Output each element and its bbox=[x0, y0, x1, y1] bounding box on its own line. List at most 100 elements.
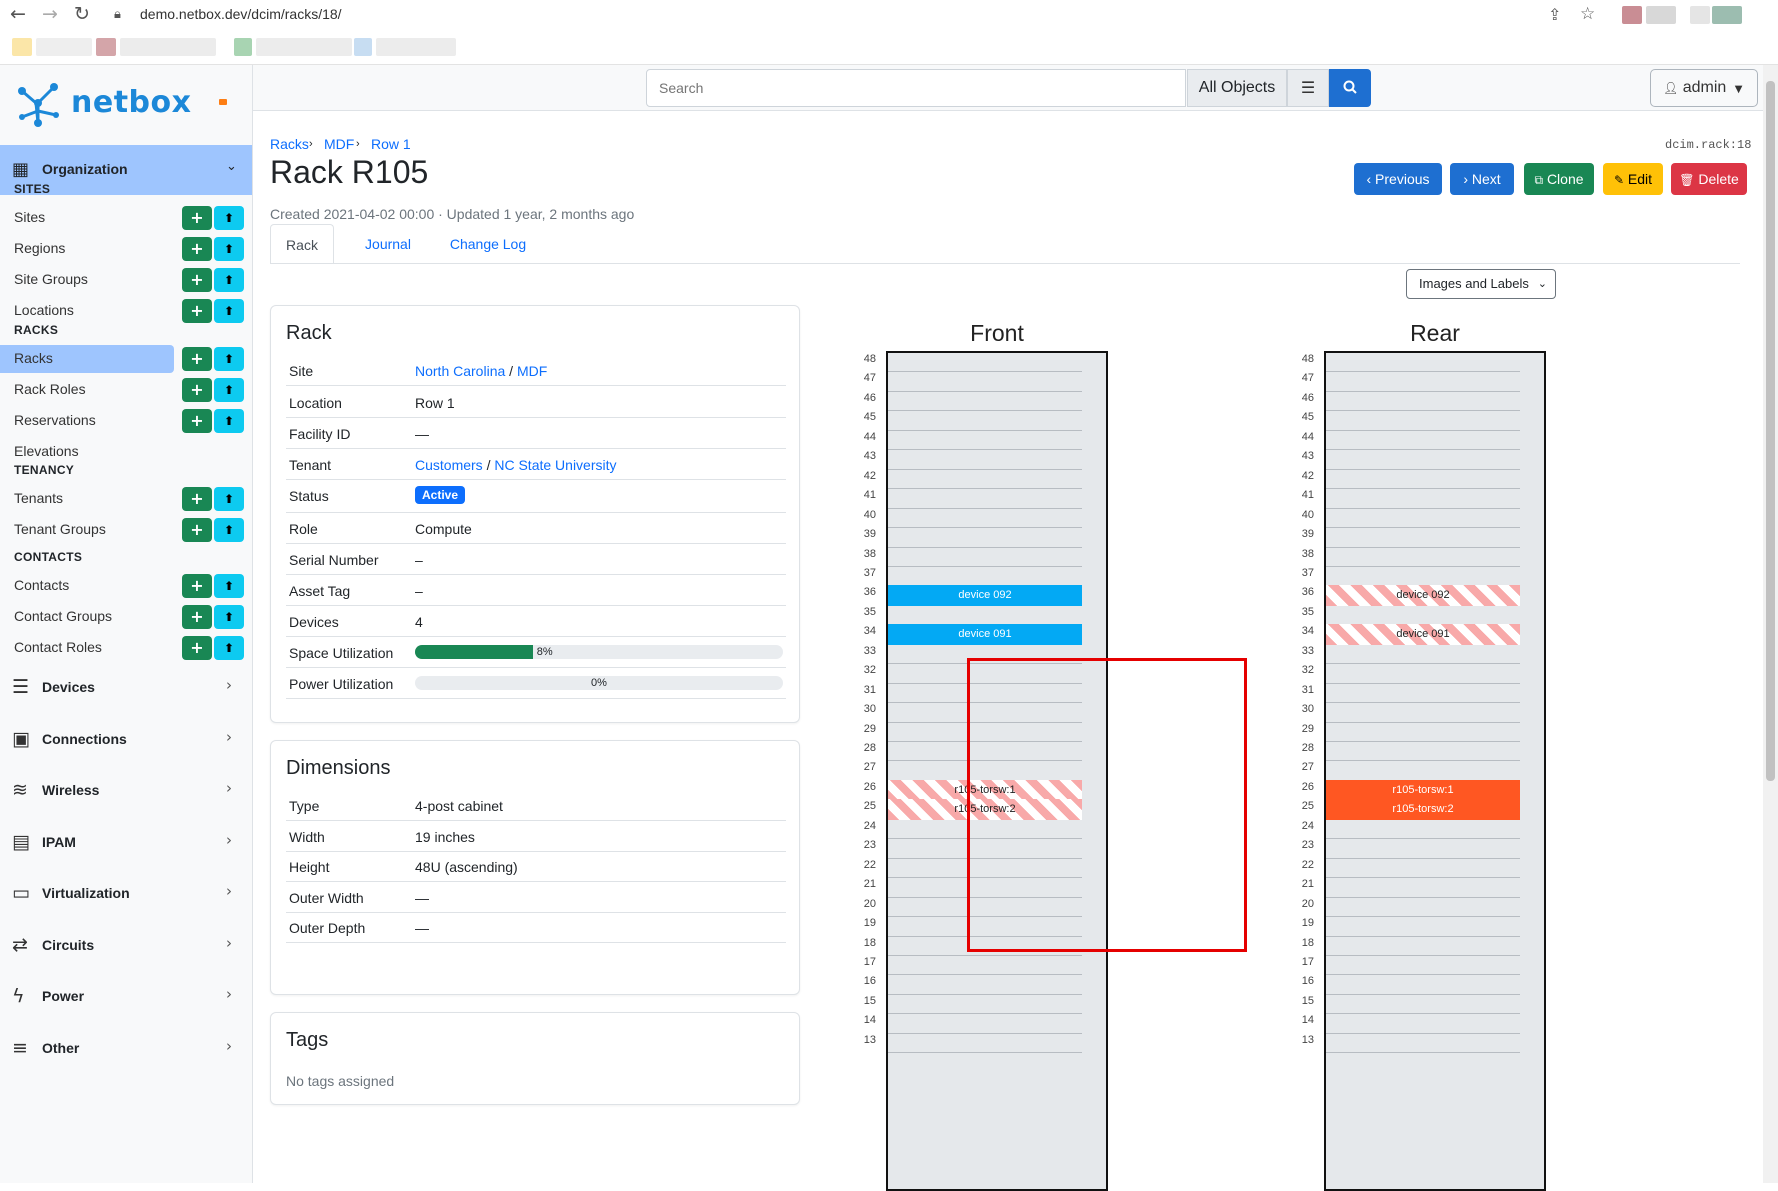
add-icon[interactable]: + bbox=[182, 409, 212, 433]
address-bar[interactable]: demo.netbox.dev/dcim/racks/18/ bbox=[140, 6, 342, 22]
site-region-link[interactable]: North Carolina bbox=[415, 363, 506, 379]
devices-count-link[interactable]: 4 bbox=[415, 614, 423, 630]
sidebar-item-contact-groups[interactable]: Contact Groups + ⬆ bbox=[0, 603, 252, 631]
add-icon[interactable]: + bbox=[182, 605, 212, 629]
add-icon[interactable]: + bbox=[182, 518, 212, 542]
location-link[interactable]: Row 1 bbox=[415, 395, 455, 411]
tab-journal[interactable]: Journal bbox=[365, 236, 411, 252]
extension-icon[interactable] bbox=[1622, 6, 1642, 24]
import-icon[interactable]: ⬆ bbox=[214, 206, 244, 230]
import-icon[interactable]: ⬆ bbox=[214, 268, 244, 292]
sidebar-item-contact-roles[interactable]: Contact Roles + ⬆ bbox=[0, 634, 252, 662]
front-unit-number: 35 bbox=[863, 605, 876, 618]
rear-device-r105-torsw-1[interactable]: r105-torsw:1 bbox=[1326, 779, 1520, 801]
bookmark-item[interactable] bbox=[96, 38, 116, 56]
edit-button[interactable]: ✎ Edit bbox=[1603, 163, 1663, 195]
add-icon[interactable]: + bbox=[182, 206, 212, 230]
breadcrumb-location[interactable]: Row 1 bbox=[371, 136, 411, 152]
user-menu-button[interactable]: 👤︎ admin ▼ bbox=[1650, 69, 1758, 107]
netbox-logo[interactable]: netbox bbox=[14, 81, 234, 131]
role-link[interactable]: Compute bbox=[415, 521, 472, 537]
import-icon[interactable]: ⬆ bbox=[214, 574, 244, 598]
import-icon[interactable]: ⬆ bbox=[214, 518, 244, 542]
menu-group-devices[interactable]: ☰ Devices › bbox=[0, 668, 252, 708]
tenant-link[interactable]: NC State University bbox=[494, 457, 617, 473]
back-icon[interactable]: ← bbox=[10, 3, 26, 25]
menu-group-circuits[interactable]: ⇄ Circuits › bbox=[0, 926, 252, 966]
add-icon[interactable]: + bbox=[182, 299, 212, 323]
import-icon[interactable]: ⬆ bbox=[214, 299, 244, 323]
import-icon[interactable]: ⬆ bbox=[214, 636, 244, 660]
front-device-device-091[interactable]: device 091 bbox=[888, 624, 1082, 646]
bookmark-item[interactable] bbox=[36, 38, 92, 56]
add-icon[interactable]: + bbox=[182, 347, 212, 371]
rear-device-device-091[interactable]: device 091 bbox=[1326, 624, 1520, 646]
bookmark-item[interactable] bbox=[234, 38, 252, 56]
bookmark-item[interactable] bbox=[376, 38, 456, 56]
add-icon[interactable]: + bbox=[182, 268, 212, 292]
breadcrumb-racks[interactable]: Racks bbox=[270, 136, 309, 152]
sidebar-item-elevations[interactable]: Elevations bbox=[0, 438, 252, 466]
import-icon[interactable]: ⬆ bbox=[214, 605, 244, 629]
sidebar-item-racks[interactable]: Racks + ⬆ bbox=[0, 345, 252, 373]
import-icon[interactable]: ⬆ bbox=[214, 378, 244, 402]
front-device-device-092[interactable]: device 092 bbox=[888, 585, 1082, 607]
front-unit-number: 22 bbox=[863, 858, 876, 871]
search-input[interactable] bbox=[646, 69, 1186, 107]
reload-icon[interactable]: ↻ bbox=[74, 3, 90, 25]
extension-icon[interactable] bbox=[1690, 6, 1710, 24]
add-icon[interactable]: + bbox=[182, 487, 212, 511]
tenant-group-link[interactable]: Customers bbox=[415, 457, 483, 473]
next-button[interactable]: › Next bbox=[1450, 163, 1514, 195]
site-link[interactable]: MDF bbox=[516, 363, 548, 379]
sidebar-item-contacts[interactable]: Contacts + ⬆ bbox=[0, 572, 252, 600]
breadcrumb-site[interactable]: MDF bbox=[324, 136, 355, 152]
rear-device-device-092[interactable]: device 092 bbox=[1326, 585, 1520, 607]
sidebar-item-regions[interactable]: Regions + ⬆ bbox=[0, 235, 252, 263]
search-button[interactable] bbox=[1329, 69, 1371, 107]
bookmark-item[interactable] bbox=[354, 38, 372, 56]
menu-group-wireless[interactable]: ≋ Wireless › bbox=[0, 771, 252, 811]
tab-rack[interactable]: Rack bbox=[270, 224, 334, 264]
forward-icon[interactable]: → bbox=[42, 3, 58, 25]
organization-menu-header[interactable]: ▦ Organization ⌄ bbox=[0, 145, 252, 195]
add-icon[interactable]: + bbox=[182, 237, 212, 261]
tab-change-log[interactable]: Change Log bbox=[449, 236, 527, 252]
import-icon[interactable]: ⬆ bbox=[214, 347, 244, 371]
sidebar-item-locations[interactable]: Locations + ⬆ bbox=[0, 297, 252, 325]
lock-icon[interactable]: 🔒︎ bbox=[114, 7, 121, 22]
menu-group-virtualization[interactable]: ▭ Virtualization › bbox=[0, 874, 252, 914]
delete-button[interactable]: 🗑︎ Delete bbox=[1671, 163, 1747, 195]
previous-button[interactable]: ‹ Previous bbox=[1354, 163, 1442, 195]
menu-group-connections[interactable]: ▣ Connections › bbox=[0, 720, 252, 760]
search-scope-dropdown[interactable]: All Objects bbox=[1187, 69, 1287, 107]
import-icon[interactable]: ⬆ bbox=[214, 487, 244, 511]
page-scrollbar[interactable] bbox=[1763, 65, 1778, 1183]
elevation-view-select[interactable]: Images and Labels ⌄ bbox=[1406, 269, 1556, 299]
menu-group-other[interactable]: ≡ Other › bbox=[0, 1029, 252, 1069]
sidebar-item-reservations[interactable]: Reservations + ⬆ bbox=[0, 407, 252, 435]
sidebar-item-rack-roles[interactable]: Rack Roles + ⬆ bbox=[0, 376, 252, 404]
add-icon[interactable]: + bbox=[182, 378, 212, 402]
filter-icon[interactable]: ☰ bbox=[1287, 69, 1329, 107]
profile-avatar[interactable] bbox=[1712, 6, 1742, 24]
bookmark-item[interactable] bbox=[256, 38, 352, 56]
extension-icon[interactable] bbox=[1646, 6, 1676, 24]
bookmark-item[interactable] bbox=[120, 38, 216, 56]
add-icon[interactable]: + bbox=[182, 574, 212, 598]
bookmark-star-icon[interactable]: ☆ bbox=[1580, 4, 1596, 24]
sidebar-item-site-groups[interactable]: Site Groups + ⬆ bbox=[0, 266, 252, 294]
sidebar-item-tenant-groups[interactable]: Tenant Groups + ⬆ bbox=[0, 516, 252, 544]
menu-group-power[interactable]: ϟ Power › bbox=[0, 977, 252, 1017]
share-icon[interactable]: ⇪ bbox=[1548, 5, 1562, 24]
import-icon[interactable]: ⬆ bbox=[214, 237, 244, 261]
scrollbar-thumb[interactable] bbox=[1766, 81, 1775, 781]
import-icon[interactable]: ⬆ bbox=[214, 409, 244, 433]
rear-device-r105-torsw-2[interactable]: r105-torsw:2 bbox=[1326, 799, 1520, 821]
add-icon[interactable]: + bbox=[182, 636, 212, 660]
clone-button[interactable]: ⧉ Clone bbox=[1524, 163, 1594, 195]
menu-group-ipam[interactable]: ▤ IPAM › bbox=[0, 823, 252, 863]
sidebar-item-tenants[interactable]: Tenants + ⬆ bbox=[0, 485, 252, 513]
bookmark-item[interactable] bbox=[12, 38, 32, 56]
sidebar-item-sites[interactable]: Sites + ⬆ bbox=[0, 204, 252, 232]
